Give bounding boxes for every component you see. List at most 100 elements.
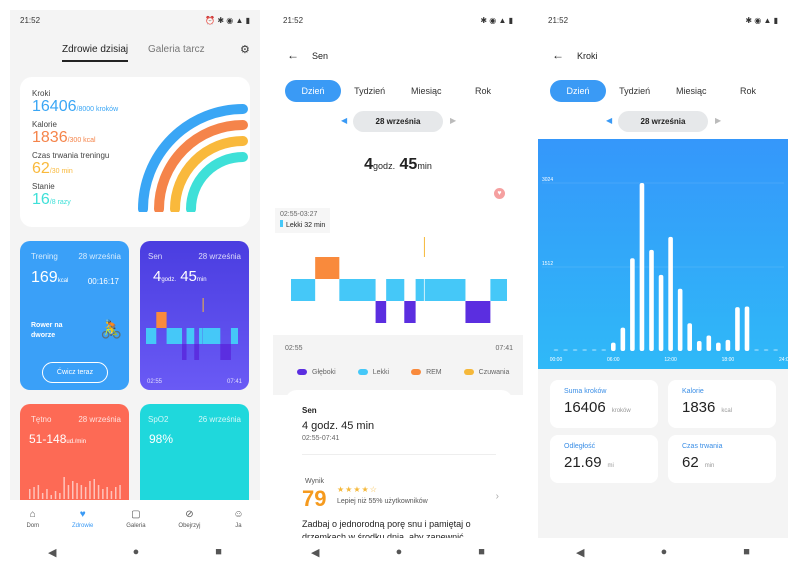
- system-nav: ◀ ● ■: [10, 538, 260, 566]
- step-bar[interactable]: [754, 349, 759, 351]
- heart-rate-card[interactable]: Tętno 28 września 51-148ud./min: [20, 404, 129, 514]
- status-icons: ✱ ◉ ▲ ▮: [745, 16, 778, 25]
- date-selector[interactable]: 28 września: [353, 111, 443, 132]
- summary-item: Kalorie 1836/300 kcal: [32, 120, 118, 147]
- step-bar[interactable]: [630, 258, 635, 351]
- step-bar[interactable]: [649, 249, 654, 351]
- recents-nav-icon[interactable]: ■: [478, 546, 485, 558]
- tooltip-swatch: [280, 220, 283, 227]
- tab-year[interactable]: Rok: [739, 86, 756, 96]
- nav-label: Dom: [26, 523, 40, 529]
- stat-value: 62: [682, 454, 699, 471]
- sleep-mini-chart: [146, 298, 238, 360]
- tab-week[interactable]: Tydzień: [619, 86, 651, 96]
- axis-start: 02:55: [285, 345, 303, 352]
- step-bar[interactable]: [696, 341, 702, 351]
- sleep-stage-chart[interactable]: [291, 235, 507, 335]
- sleep-card[interactable]: Sen 28 września 4godz. 45min 02:55 07:41: [140, 241, 249, 390]
- stat-card[interactable]: Kalorie 1836 kcal: [668, 380, 776, 428]
- step-bar[interactable]: [763, 349, 769, 351]
- tab-day[interactable]: Dzień: [550, 80, 606, 102]
- step-bar[interactable]: [591, 349, 597, 351]
- recents-nav-icon[interactable]: ■: [743, 546, 750, 558]
- back-nav-icon[interactable]: ◀: [311, 546, 320, 559]
- back-nav-icon[interactable]: ◀: [576, 546, 585, 559]
- sleep-segment: [199, 328, 203, 344]
- sleep-legend: Głęboki Lekki REM Czuwania: [297, 369, 513, 376]
- step-bar[interactable]: [658, 274, 664, 351]
- stat-card[interactable]: Czas trwania 62 min: [668, 435, 776, 483]
- date-selector[interactable]: 28 września: [618, 111, 708, 132]
- summary-goal: /8 razy: [49, 199, 71, 206]
- stat-card[interactable]: Odległość 21.69 mi: [550, 435, 658, 483]
- heart-icon[interactable]: ♥: [494, 188, 505, 199]
- spo2-card[interactable]: SpO2 26 września 98%: [140, 404, 249, 514]
- step-bar[interactable]: [553, 349, 559, 351]
- tab-day[interactable]: Dzień: [285, 80, 341, 102]
- step-bar[interactable]: [735, 307, 740, 351]
- step-bar[interactable]: [716, 342, 721, 351]
- summary-label: Kroki: [32, 89, 51, 98]
- home-nav-icon[interactable]: ●: [132, 546, 140, 558]
- sleep-minutes-unit: min: [196, 277, 207, 283]
- tab-year[interactable]: Rok: [474, 86, 491, 96]
- step-bar[interactable]: [639, 183, 645, 351]
- sleep-segment: [166, 328, 183, 344]
- prev-date-icon[interactable]: ◀: [606, 116, 613, 125]
- step-bar[interactable]: [563, 349, 568, 351]
- tab-month[interactable]: Miesiąc: [676, 86, 707, 96]
- summary-label: Czas trwania treningu: [32, 151, 110, 160]
- activity-summary-card[interactable]: Kroki 16406/8000 kroków Kalorie 1836/300 kc…: [20, 77, 250, 227]
- step-bar[interactable]: [668, 236, 673, 351]
- heart-rate-bar: [97, 485, 100, 499]
- tab-week[interactable]: Tydzień: [354, 86, 386, 96]
- next-date-icon[interactable]: ▶: [715, 116, 722, 125]
- summary-goal: /30 min: [49, 168, 73, 175]
- step-bar[interactable]: [620, 327, 626, 351]
- tab-month[interactable]: Miesiąc: [411, 86, 442, 96]
- step-bar[interactable]: [601, 349, 607, 351]
- back-arrow-icon[interactable]: ←: [552, 48, 564, 62]
- sleep-summary-card[interactable]: Sen 4 godz. 45 min 02:55-07:41 Wynik 79 …: [285, 390, 513, 560]
- step-bar[interactable]: [687, 323, 692, 351]
- start-workout-button[interactable]: Ćwicz teraz: [42, 362, 108, 383]
- period-tabs: Dzień Tydzień Miesiąc Rok: [550, 80, 776, 102]
- card-range: 02:55-07:41: [302, 435, 340, 442]
- nav-home[interactable]: ⌂ Dom: [26, 509, 39, 529]
- status-bar: 21:52 ✱ ◉ ▲ ▮: [548, 16, 778, 25]
- step-bar[interactable]: [725, 339, 731, 351]
- tab-watch-faces[interactable]: Galeria tarcz: [148, 44, 205, 55]
- status-icons: ✱ ◉ ▲ ▮: [480, 16, 513, 25]
- status-icons: ⏰ ✱ ◉ ▲ ▮: [205, 16, 250, 25]
- step-bar[interactable]: [773, 349, 778, 351]
- step-bar[interactable]: [611, 342, 616, 351]
- step-bar[interactable]: [706, 335, 712, 351]
- step-bar[interactable]: [744, 306, 750, 351]
- nav-watch[interactable]: ⊘ Obejrzyj: [178, 509, 200, 529]
- chevron-right-icon[interactable]: ›: [495, 491, 499, 502]
- nav-health[interactable]: ♥ Zdrowie: [72, 509, 93, 529]
- legend-label: REM: [426, 369, 442, 376]
- filter-settings-icon[interactable]: ⚙: [240, 44, 250, 56]
- back-nav-icon[interactable]: ◀: [48, 546, 57, 559]
- stat-card[interactable]: Suma kroków 16406 kroków: [550, 380, 658, 428]
- recents-nav-icon[interactable]: ■: [215, 546, 222, 558]
- status-bar: 21:52 ✱ ◉ ▲ ▮: [283, 16, 513, 25]
- home-nav-icon[interactable]: ●: [395, 546, 403, 558]
- step-bar[interactable]: [572, 349, 578, 351]
- back-arrow-icon[interactable]: ←: [287, 48, 299, 62]
- home-nav-icon[interactable]: ●: [660, 546, 668, 558]
- heart-rate-bar: [106, 487, 108, 499]
- prev-date-icon[interactable]: ◀: [341, 116, 348, 125]
- tab-health-today[interactable]: Zdrowie dzisiaj: [62, 44, 129, 62]
- summary-goal: /8000 kroków: [76, 106, 119, 113]
- nav-me[interactable]: ☺ Ja: [233, 509, 243, 529]
- steps-bar-chart[interactable]: 3024 1512 00:00 06:00 12:00 18:00 24:00: [538, 139, 788, 369]
- training-card[interactable]: Trening 28 września 169kcal 00:16:17 Row…: [20, 241, 129, 390]
- step-bar[interactable]: [677, 288, 683, 351]
- sleep-segment: [424, 279, 466, 301]
- next-date-icon[interactable]: ▶: [450, 116, 457, 125]
- legend-item: Lekki: [357, 369, 389, 376]
- nav-gallery[interactable]: ▢ Galeria: [126, 509, 145, 529]
- step-bar[interactable]: [582, 349, 587, 351]
